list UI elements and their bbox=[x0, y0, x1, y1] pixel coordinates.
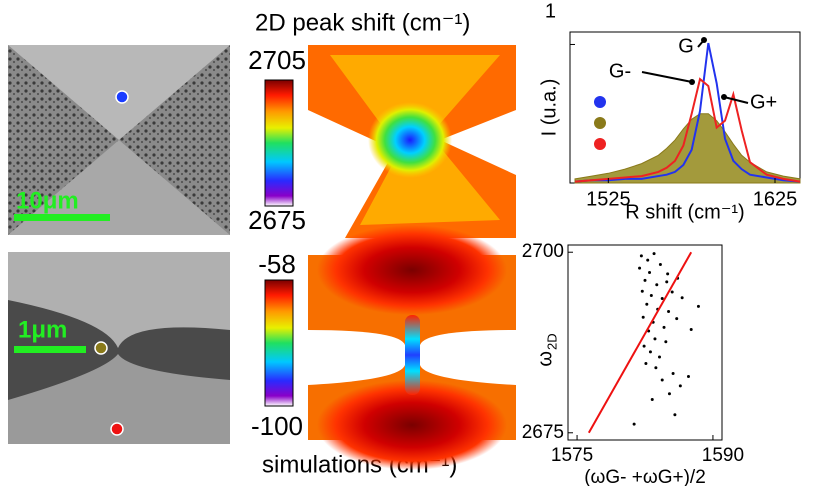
map-simulated bbox=[308, 225, 516, 470]
y-tick-label: 2700 bbox=[522, 241, 564, 262]
map-measured bbox=[308, 45, 516, 238]
scatter-point bbox=[667, 392, 671, 396]
scatter-point bbox=[638, 266, 642, 270]
scatter-point bbox=[653, 337, 657, 341]
y-axis-label-main: ω bbox=[534, 351, 556, 367]
scale-label: 1μm bbox=[18, 316, 67, 343]
scatter-point bbox=[648, 350, 652, 354]
scatter-point bbox=[641, 315, 645, 319]
plot-frame bbox=[567, 244, 723, 441]
x-axis-label: (ωG- +ωG+)/2 bbox=[584, 467, 706, 486]
scatter-point bbox=[686, 374, 690, 378]
legend-dot bbox=[594, 117, 606, 129]
scatter-point bbox=[632, 422, 636, 426]
scatter-point bbox=[642, 344, 646, 348]
scale-bar bbox=[14, 214, 110, 221]
x-tick-label: 1625 bbox=[753, 188, 798, 210]
scatter-point bbox=[675, 317, 679, 321]
scale-label: 10μm bbox=[16, 187, 79, 214]
scatter-point bbox=[660, 296, 664, 300]
scatter-point bbox=[648, 270, 652, 274]
colorbar-min: -100 bbox=[251, 411, 303, 441]
scatter-point bbox=[670, 290, 674, 294]
x-tick-label: 1525 bbox=[586, 188, 631, 210]
scatter-point bbox=[667, 309, 671, 313]
annotation: G- bbox=[609, 60, 631, 82]
colorbar-max: 2705 bbox=[248, 45, 306, 75]
scatter-point bbox=[664, 340, 668, 344]
scatter-point bbox=[645, 302, 649, 306]
fit-line bbox=[587, 251, 693, 434]
arrow-head bbox=[701, 37, 707, 43]
sem-image-bottom: 1μm bbox=[8, 252, 230, 444]
colorbar bbox=[264, 279, 294, 407]
annotation-arrow bbox=[641, 71, 693, 83]
scatter-point bbox=[662, 325, 666, 329]
scatter-point bbox=[678, 384, 682, 388]
scatter-point bbox=[639, 254, 643, 258]
spectrum-line bbox=[574, 113, 801, 184]
scatter-point bbox=[644, 361, 648, 365]
figure-title: 2D peak shift (cm⁻¹) bbox=[255, 9, 470, 36]
x-tick-label: 1575 bbox=[551, 445, 593, 466]
scatter-point bbox=[671, 372, 675, 376]
scale-bar bbox=[14, 346, 86, 353]
colorbar bbox=[264, 79, 294, 207]
scatter-point bbox=[649, 294, 653, 298]
scatter-point bbox=[660, 378, 664, 382]
scatter-point bbox=[654, 366, 658, 370]
scatter-point bbox=[657, 355, 661, 359]
spectrum-line bbox=[574, 77, 801, 183]
marker-red bbox=[110, 422, 124, 436]
arrow-head bbox=[689, 79, 695, 85]
scatter-point bbox=[665, 280, 669, 284]
marker-blue bbox=[115, 90, 129, 104]
scatter-point bbox=[640, 289, 644, 293]
scatter-point bbox=[666, 272, 670, 276]
marker-olive bbox=[94, 341, 108, 355]
scatter-point bbox=[673, 413, 677, 417]
annotation-arrow bbox=[723, 96, 749, 104]
y-axis-label-sub: 2D bbox=[544, 333, 559, 350]
legend-dot bbox=[594, 96, 606, 108]
annotation: G bbox=[678, 35, 694, 57]
scatter-point bbox=[696, 304, 700, 308]
x-axis-label: R shift (cm⁻¹) bbox=[625, 201, 744, 223]
x-tick-label: 1590 bbox=[702, 445, 744, 466]
scatter-point bbox=[643, 278, 647, 282]
sem-image-top: 10μm bbox=[8, 45, 230, 235]
scatter-point bbox=[658, 263, 662, 266]
scatter-point bbox=[646, 258, 650, 262]
scatter-point bbox=[650, 398, 654, 402]
arrow-head bbox=[721, 94, 727, 100]
scatter-point bbox=[655, 283, 659, 287]
scatter-point bbox=[680, 296, 684, 300]
y-axis-label: I (u.a.) bbox=[538, 79, 560, 137]
scatter-point bbox=[689, 328, 693, 331]
legend-dot bbox=[594, 138, 606, 150]
y-tick-label: 2675 bbox=[522, 422, 564, 443]
annotation: G+ bbox=[750, 91, 777, 113]
colorbar-max: -58 bbox=[258, 249, 296, 279]
scatter-point bbox=[652, 252, 656, 256]
colorbar-min: 2675 bbox=[248, 205, 306, 235]
y-axis-label: ω2D bbox=[534, 333, 559, 366]
y-tick-label: 1 bbox=[545, 1, 556, 23]
spectrum-line bbox=[574, 42, 801, 183]
